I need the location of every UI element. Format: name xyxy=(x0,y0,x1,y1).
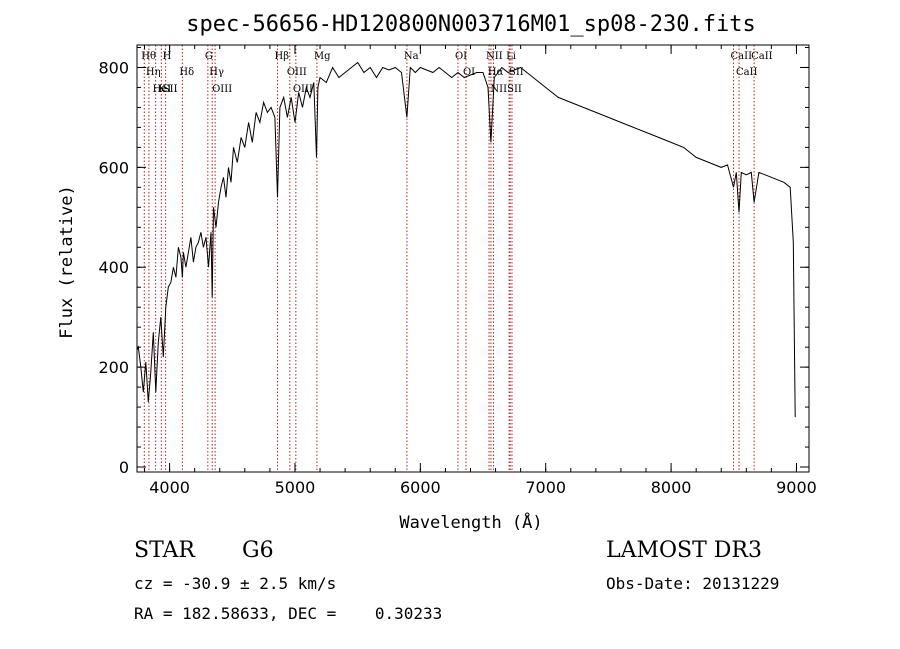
line-label: CaII xyxy=(731,51,753,62)
line-label: Hθ xyxy=(141,51,156,62)
redshift-text: cz = -30.9 ± 2.5 km/s xyxy=(134,574,337,593)
line-label: NII xyxy=(490,84,507,95)
line-label: OIII xyxy=(293,84,313,95)
x-tick-label: 8000 xyxy=(651,478,692,497)
x-tick-label: 4000 xyxy=(149,478,190,497)
line-label: Hγ xyxy=(209,67,224,78)
line-label: SII xyxy=(509,67,524,78)
x-tick-label: 5000 xyxy=(275,478,316,497)
line-label: Hη xyxy=(146,67,161,78)
line-label: SII xyxy=(507,84,522,95)
line-label: Hβ xyxy=(275,51,290,62)
line-label: OIII xyxy=(212,84,232,95)
y-tick-label: 0 xyxy=(119,458,129,477)
spectrum-line xyxy=(137,61,796,418)
spectrum-chart: spec-56656-HD120800N003716M01_sp08-230.f… xyxy=(57,12,817,533)
line-label: NII xyxy=(486,51,503,62)
line-label: H xyxy=(163,51,172,62)
line-label: SII xyxy=(163,84,178,95)
line-label: Hα xyxy=(488,67,504,78)
line-label: Mg xyxy=(314,51,331,62)
obs-date: Obs-Date: 20131229 xyxy=(606,574,780,593)
x-tick-label: 9000 xyxy=(776,478,817,497)
line-label: CaII xyxy=(736,67,758,78)
x-tick-label: 6000 xyxy=(400,478,441,497)
line-label: OI xyxy=(463,67,475,78)
line-label: HeI xyxy=(153,84,172,95)
y-tick-label: 600 xyxy=(98,158,129,177)
line-label: G xyxy=(205,51,213,62)
object-type: STAR xyxy=(134,538,195,563)
survey-name: LAMOST DR3 xyxy=(606,538,762,563)
line-label: OIII xyxy=(287,67,307,78)
y-tick-label: 400 xyxy=(98,258,129,277)
y-tick-label: 800 xyxy=(98,58,129,77)
spectral-subclass: G6 xyxy=(242,538,274,563)
line-label: Hδ xyxy=(179,67,194,78)
chart-title: spec-56656-HD120800N003716M01_sp08-230.f… xyxy=(186,12,756,37)
plot-frame xyxy=(136,44,810,473)
x-axis-label: Wavelength (Å) xyxy=(399,511,542,533)
coordinates: RA = 182.58633, DEC = 0.30233 xyxy=(134,604,443,623)
line-label: K xyxy=(158,84,166,95)
y-axis-label: Flux (relative) xyxy=(57,185,77,339)
line-label: CaII xyxy=(751,51,773,62)
line-label: Na xyxy=(404,51,419,62)
y-tick-label: 200 xyxy=(98,358,129,377)
x-tick-label: 7000 xyxy=(525,478,566,497)
line-label: OI xyxy=(455,51,467,62)
line-label: Li xyxy=(506,51,516,62)
